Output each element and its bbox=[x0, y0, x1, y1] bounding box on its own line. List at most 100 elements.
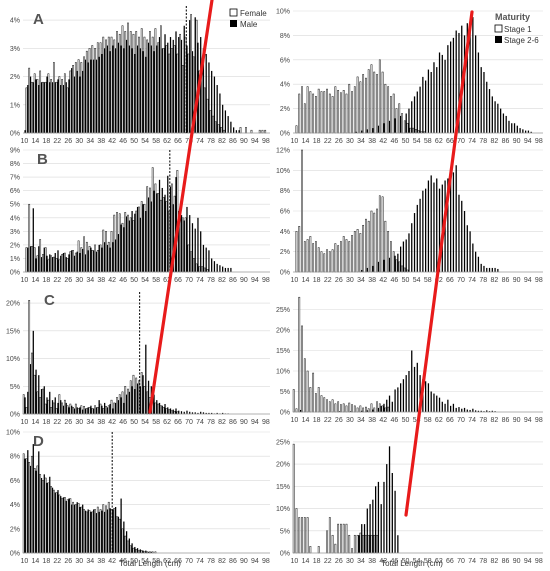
bar-female bbox=[22, 394, 25, 415]
x-tick-label: 18 bbox=[313, 277, 321, 284]
bar-stage-2-6 bbox=[480, 263, 482, 272]
bar-male bbox=[131, 543, 133, 553]
bar-male bbox=[139, 217, 141, 272]
bar-female bbox=[209, 110, 212, 134]
bar-stage-1 bbox=[298, 517, 301, 554]
panel-b-right: 0% 2% 4% 6% 8% 10% 12% 10 14 18 22 26 30 34 38 42 46 50 54… bbox=[276, 148, 543, 284]
bar-male bbox=[120, 224, 122, 272]
bar-stage-1 bbox=[356, 407, 359, 413]
bar-male bbox=[82, 409, 84, 414]
bar-female bbox=[201, 266, 203, 273]
bar-stage-2-6 bbox=[441, 54, 443, 133]
bar-female bbox=[121, 391, 124, 415]
x-tick-label: 98 bbox=[535, 558, 543, 565]
y-tick-label: 2% bbox=[280, 106, 290, 113]
bar-stage-1 bbox=[309, 387, 312, 413]
bar-stage-1 bbox=[309, 236, 312, 273]
y-tick-label: 4% bbox=[10, 215, 20, 222]
bar-male bbox=[191, 51, 194, 133]
bar-male bbox=[43, 247, 45, 272]
bar-male bbox=[51, 257, 54, 272]
x-tick-label: 10 bbox=[290, 277, 298, 284]
bar-male bbox=[235, 130, 238, 133]
bar-female bbox=[22, 453, 25, 554]
x-tick-label: 22 bbox=[53, 558, 61, 565]
x-tick-label: 18 bbox=[42, 558, 50, 565]
bar-stage-2-6 bbox=[380, 405, 382, 412]
bar-stage-2-6 bbox=[425, 188, 427, 272]
y-tick-label: 6% bbox=[10, 478, 20, 485]
bar-stage-1 bbox=[340, 523, 342, 554]
bar-male bbox=[180, 215, 183, 272]
bar-male bbox=[40, 477, 43, 553]
bar-female bbox=[61, 79, 63, 134]
bar-female bbox=[116, 397, 118, 415]
bar-male bbox=[65, 257, 67, 272]
bar-male bbox=[62, 497, 65, 553]
bar-stage-2-6 bbox=[391, 401, 393, 412]
bar-female bbox=[121, 222, 124, 273]
bar-female bbox=[44, 403, 47, 415]
x-tick-label: 94 bbox=[524, 138, 532, 145]
bar-female bbox=[110, 231, 113, 273]
bar-stage-2-6 bbox=[455, 407, 457, 412]
bar-stage-2-6 bbox=[447, 399, 449, 412]
bar-female bbox=[52, 256, 55, 273]
bar-female bbox=[88, 510, 91, 554]
bar-female bbox=[181, 217, 184, 273]
x-tick-label: 66 bbox=[174, 138, 182, 145]
bar-stage-1 bbox=[328, 251, 331, 273]
x-tick-label: 34 bbox=[357, 558, 365, 565]
y-tick-label: 25% bbox=[276, 307, 290, 314]
bar-male bbox=[120, 397, 122, 414]
bar-stage-2-6 bbox=[405, 113, 407, 133]
bar-male bbox=[153, 190, 155, 272]
bar-male bbox=[79, 407, 81, 414]
bar-stage-2-6 bbox=[433, 182, 435, 272]
bar-female bbox=[72, 501, 74, 554]
y-tick-label: 7% bbox=[10, 175, 20, 182]
bar-stage-2-6 bbox=[372, 499, 374, 553]
bar-stage-1 bbox=[387, 231, 390, 273]
bar-female bbox=[85, 511, 88, 554]
bar-female bbox=[154, 28, 157, 134]
bar-male bbox=[46, 482, 48, 553]
bar-stage-2-6 bbox=[458, 194, 460, 272]
bar-stage-2-6 bbox=[463, 211, 466, 272]
bar-male bbox=[172, 204, 174, 272]
bar-male bbox=[117, 400, 120, 414]
bar-male bbox=[153, 51, 155, 133]
x-tick-label: 62 bbox=[163, 558, 171, 565]
x-tick-label: 98 bbox=[535, 138, 543, 145]
bar-stage-2-6 bbox=[397, 387, 399, 412]
x-tick-label: 82 bbox=[218, 558, 226, 565]
bar-male bbox=[191, 223, 194, 272]
bar-stage-1 bbox=[312, 372, 315, 413]
bar-male bbox=[227, 116, 229, 133]
x-tick-label: 54 bbox=[413, 558, 421, 565]
x-tick-label: 62 bbox=[163, 419, 171, 426]
x-tick-label: 42 bbox=[108, 277, 116, 284]
x-tick-label: 98 bbox=[535, 277, 543, 284]
bar-male bbox=[205, 247, 207, 272]
bar-stage-2-6 bbox=[400, 246, 402, 272]
bar-male bbox=[134, 53, 136, 133]
bar-female bbox=[206, 269, 209, 273]
bar-male bbox=[139, 549, 141, 553]
x-tick-label: 90 bbox=[240, 277, 248, 284]
bar-female bbox=[47, 73, 50, 134]
bar-stage-1 bbox=[340, 404, 342, 413]
bar-stage-2-6 bbox=[441, 401, 443, 412]
bar-stage-1 bbox=[331, 96, 334, 134]
bar-female bbox=[181, 65, 184, 134]
x-tick-label: 90 bbox=[240, 419, 248, 426]
x-tick-label: 10 bbox=[290, 138, 298, 145]
bar-female bbox=[69, 70, 72, 134]
x-tick-label: 38 bbox=[97, 277, 105, 284]
bar-stage-2-6 bbox=[513, 123, 516, 133]
bar-stage-2-6 bbox=[519, 128, 521, 133]
bar-stage-1 bbox=[342, 523, 345, 554]
y-tick-label: 0% bbox=[10, 270, 20, 277]
bar-male bbox=[104, 242, 106, 272]
bar-female bbox=[138, 36, 140, 134]
